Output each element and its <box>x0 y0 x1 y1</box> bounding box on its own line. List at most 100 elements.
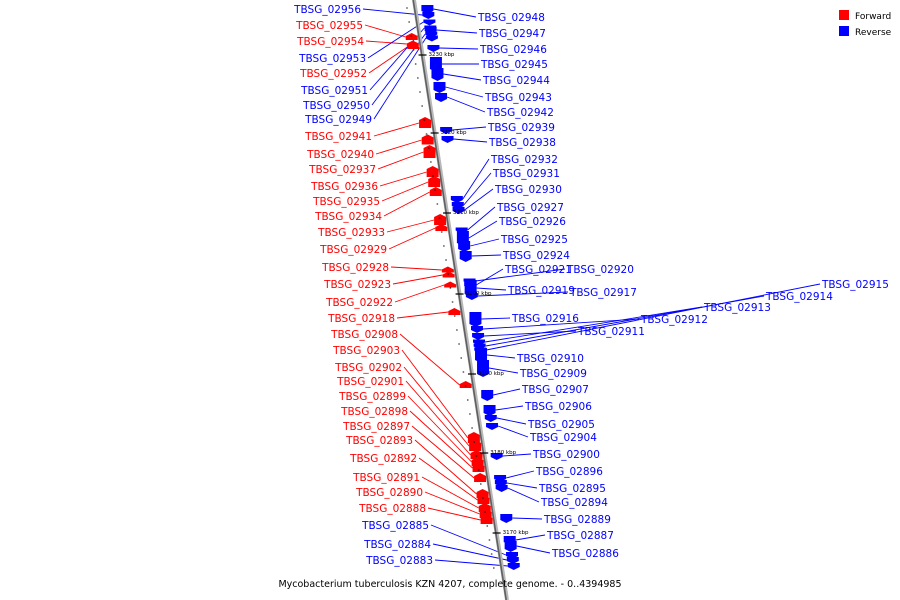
gene-label-tbsg-02909: TBSG_02909 <box>519 368 587 380</box>
gene-label-tbsg-02936: TBSG_02936 <box>310 181 378 193</box>
gene-connector <box>401 349 469 439</box>
gene-label-tbsg-02948: TBSG_02948 <box>477 12 545 24</box>
gene-connector <box>484 306 703 343</box>
gene-connector <box>427 507 481 521</box>
gene-label-tbsg-02934: TBSG_02934 <box>314 211 382 223</box>
gene-label-tbsg-02955: TBSG_02955 <box>295 20 363 32</box>
gene-label-tbsg-02929: TBSG_02929 <box>319 244 387 256</box>
gene-connector <box>388 227 436 250</box>
gene-label-tbsg-02950: TBSG_02950 <box>302 100 370 112</box>
gene-feature-tbsg-02930 <box>452 207 465 214</box>
gene-label-tbsg-02890: TBSG_02890 <box>355 487 423 499</box>
gene-connector <box>470 238 500 247</box>
gene-label-tbsg-02941: TBSG_02941 <box>304 131 372 143</box>
gene-label-tbsg-02901: TBSG_02901 <box>336 376 404 388</box>
gene-label-tbsg-02932: TBSG_02932 <box>490 154 558 166</box>
gene-label-tbsg-02903: TBSG_02903 <box>332 345 400 357</box>
gene-feature-tbsg-02947 <box>424 27 437 34</box>
gene-label-tbsg-02913: TBSG_02913 <box>703 302 771 314</box>
gene-connector <box>468 220 498 239</box>
gene-label-tbsg-02887: TBSG_02887 <box>546 530 614 542</box>
gene-label-tbsg-02925: TBSG_02925 <box>500 234 568 246</box>
gene-label-tbsg-02907: TBSG_02907 <box>521 384 589 396</box>
gene-connector <box>367 21 424 59</box>
gene-feature-tbsg-02928 <box>441 266 454 273</box>
gene-feature-tbsg-02901 <box>470 450 483 459</box>
gene-connector <box>383 191 430 217</box>
gene-label-tbsg-02939: TBSG_02939 <box>487 122 555 134</box>
gene-label-tbsg-02927: TBSG_02927 <box>496 202 564 214</box>
gene-feature-tbsg-02912 <box>470 326 483 333</box>
gene-label-tbsg-02912: TBSG_02912 <box>640 314 708 326</box>
gene-feature-tbsg-02952 <box>407 44 420 49</box>
gene-label-tbsg-02885: TBSG_02885 <box>361 520 429 532</box>
gene-connector <box>505 470 535 479</box>
gene-feature-tbsg-02938 <box>441 136 454 143</box>
gene-feature-tbsg-02909 <box>477 360 490 377</box>
gene-feature-tbsg-02940 <box>421 134 434 145</box>
gene-feature-tbsg-02897 <box>474 473 487 482</box>
gene-label-tbsg-02888: TBSG_02888 <box>358 503 426 515</box>
gene-connector <box>421 476 479 509</box>
gene-label-tbsg-02919: TBSG_02919 <box>507 285 575 297</box>
gene-label-tbsg-02900: TBSG_02900 <box>532 449 600 461</box>
gene-label-tbsg-02920: TBSG_02920 <box>566 264 634 276</box>
gene-feature-tbsg-02886 <box>504 541 517 552</box>
gene-label-tbsg-02931: TBSG_02931 <box>492 168 560 180</box>
gene-label-tbsg-02953: TBSG_02953 <box>298 53 366 65</box>
gene-feature-tbsg-02907 <box>481 390 494 401</box>
gene-label-tbsg-02921: TBSG_02921 <box>504 264 572 276</box>
gene-connector <box>436 29 478 34</box>
genome-axis <box>412 0 509 600</box>
gene-label-tbsg-02898: TBSG_02898 <box>340 406 408 418</box>
gene-label-tbsg-02917: TBSG_02917 <box>569 287 637 299</box>
gene-label-tbsg-02889: TBSG_02889 <box>543 514 611 526</box>
gene-connector <box>432 543 507 561</box>
gene-connector <box>381 181 429 202</box>
gene-feature-tbsg-02889 <box>500 514 513 523</box>
legend-reverse-swatch <box>839 26 849 36</box>
gene-label-tbsg-02897: TBSG_02897 <box>342 421 410 433</box>
gene-label-tbsg-02908: TBSG_02908 <box>330 329 398 341</box>
gene-labels: TBSG_02955 TBSG_02954 TBSG_02952 TBSG_02941… <box>293 4 889 567</box>
gene-connector <box>399 333 460 386</box>
gene-label-tbsg-02937: TBSG_02937 <box>308 164 376 176</box>
genome-axis-line <box>412 0 507 600</box>
gene-connector <box>364 24 406 38</box>
gene-feature-tbsg-02916 <box>469 312 482 327</box>
gene-feature-tbsg-02922 <box>444 281 457 288</box>
gene-feature-tbsg-02944 <box>431 68 444 81</box>
gene-connector <box>392 274 443 285</box>
scale-tick-label: 3230 kbp <box>429 52 455 58</box>
gene-label-tbsg-02892: TBSG_02892 <box>349 453 417 465</box>
gene-label-tbsg-02895: TBSG_02895 <box>538 483 606 495</box>
gene-connector <box>493 388 521 396</box>
gene-connector <box>506 482 538 489</box>
gene-label-tbsg-02930: TBSG_02930 <box>494 184 562 196</box>
gene-label-tbsg-02905: TBSG_02905 <box>527 419 595 431</box>
scale-tick-label: 3170 kbp <box>503 530 529 536</box>
gene-label-tbsg-02896: TBSG_02896 <box>535 466 603 478</box>
gene-label-tbsg-02886: TBSG_02886 <box>551 548 619 560</box>
gene-label-tbsg-02938: TBSG_02938 <box>488 137 556 149</box>
gene-label-tbsg-02935: TBSG_02935 <box>312 196 380 208</box>
gene-connector <box>362 8 423 16</box>
gene-connector <box>481 317 511 320</box>
gene-label-tbsg-02949: TBSG_02949 <box>304 114 372 126</box>
scale-tick-label: 3220 kbp <box>441 130 467 136</box>
scale-tick-label: 3210 kbp <box>453 210 479 216</box>
gene-feature-tbsg-02891 <box>478 503 491 512</box>
gene-feature-tbsg-02941 <box>419 117 432 128</box>
gene-feature-tbsg-02906 <box>483 405 496 416</box>
gene-connector <box>502 453 532 457</box>
scale-ticks: 3230 kbp 3220 kbp 3210 kbp 3200 kbp 3190 kbp… <box>418 52 529 536</box>
gene-connector <box>390 266 442 271</box>
gene-connector <box>507 487 540 503</box>
gene-connector <box>405 380 471 456</box>
gene-feature-tbsg-02883 <box>507 563 520 570</box>
gene-feature-tbsg-02956 <box>422 12 435 19</box>
gene-connector <box>424 491 480 515</box>
gene-connector <box>445 86 484 98</box>
gene-connector <box>394 284 445 303</box>
gene-feature-tbsg-02900 <box>490 453 503 460</box>
